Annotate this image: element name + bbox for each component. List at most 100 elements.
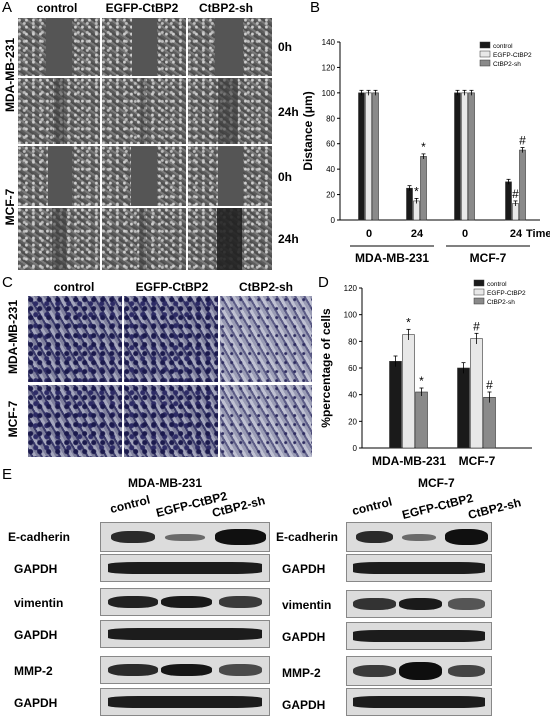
invasion-image [124,385,218,457]
e-group-title: MCF-7 [418,476,455,490]
wound-image [102,146,186,206]
a-col-egfp: EGFP-CtBP2 [105,1,179,15]
y-axis-label: %percentage of cells [319,308,333,428]
a-col-control: control [36,1,78,15]
bar [454,92,461,221]
c-cellline-mcf7: MCF-7 [6,400,20,438]
blot-strip [100,688,270,716]
e-row-label: GAPDH [14,696,58,710]
invasion-image [124,296,218,382]
invasion-image [220,385,312,457]
blot-strip [100,620,270,648]
legend-swatch [473,297,485,305]
a-time-0h: 0h [278,170,293,184]
significance-marker: # [519,134,526,148]
x-tick-label: 0 [462,228,468,240]
wound-image [188,146,272,206]
legend-label: control [493,43,513,50]
bar [505,181,512,221]
e-row-label: MMP-2 [14,664,53,678]
wound-image [188,208,272,270]
wound-image [18,18,100,76]
panel-label-c: C [2,274,13,291]
significance-marker: # [473,319,480,333]
panel-label-e: E [2,466,13,483]
e-row-label: MMP-2 [282,666,321,680]
x-axis-unit-label: Time(h) [526,228,550,240]
panel-label-a: A [2,0,13,16]
e-col-egfp: EGFP-CtBP2 [400,490,475,522]
y-tick-label: 100 [344,311,358,320]
y-tick-label: 20 [326,191,335,200]
bar [457,367,470,449]
e-row-label: vimentin [14,596,64,610]
legend-swatch [473,279,485,287]
y-tick-label: 80 [326,114,335,123]
e-row-label: GAPDH [282,698,326,712]
bar [372,92,379,221]
bar [406,187,413,221]
y-tick-label: 60 [348,364,357,373]
chart-d: 0 20 40 60 80 100 120 %percentage of cells * * # # c… [319,279,532,468]
y-tick-label: 0 [331,216,336,225]
legend-label: CtBP2-sh [487,299,515,306]
c-col-sh: CtBP2-sh [238,280,293,294]
wound-image [188,18,272,76]
x-category-label: MCF-7 [459,454,496,468]
legend-swatch [479,50,491,58]
y-tick-label: 40 [326,165,335,174]
a-col-sh: CtBP2-sh [198,1,253,15]
blot-strip [346,656,492,686]
a-time-24h: 24h [278,105,299,119]
panel-label-b: B [310,0,321,16]
wound-image [18,208,100,270]
bar [358,92,365,221]
y-tick-label: 60 [326,140,335,149]
wound-image [188,78,272,144]
y-tick-label: 100 [322,89,336,98]
blot-strip [346,688,492,716]
blot-strip [346,522,492,552]
a-cellline-mcf7: MCF-7 [3,188,17,226]
blot-strip [100,522,270,552]
bar [420,156,427,221]
significance-marker: * [414,184,419,198]
e-row-label: GAPDH [14,562,58,576]
y-tick-label: 140 [322,38,336,47]
e-col-sh: CtBP2-sh [466,495,523,522]
invasion-image [220,296,312,382]
y-tick-label: 0 [353,444,358,453]
invasion-image [28,296,122,382]
a-time-0h: 0h [278,40,293,54]
x-tick-label: 24 [510,228,523,240]
e-col-control: control [108,492,152,516]
x-group-label: MDA-MB-231 [355,251,429,265]
significance-marker: * [421,140,426,154]
legend-swatch [479,59,491,67]
legend-swatch [479,41,491,49]
bar [483,397,496,449]
blot-strip [346,590,492,618]
significance-marker: # [486,378,493,392]
y-tick-label: 80 [348,337,357,346]
y-axis-label: Distance (μm) [301,91,315,170]
e-row-label: GAPDH [282,630,326,644]
legend-label: CtBP2-sh [493,61,521,68]
e-col-control: control [350,494,394,518]
blot-strip [346,554,492,582]
bar [415,391,428,449]
y-tick-label: 120 [344,284,358,293]
bar [468,92,475,221]
bar [413,200,420,221]
bar [470,338,483,449]
legend-label: control [487,281,507,288]
invasion-image [28,385,122,457]
y-tick-label: 20 [348,417,357,426]
significance-marker: # [512,187,519,201]
chart-b: 0 20 40 60 80 100 120 140 Distance (μm) * * # # contr… [301,38,550,265]
x-tick-label: 24 [411,228,424,240]
e-row-label: GAPDH [282,562,326,576]
wound-image [18,146,100,206]
x-category-label: MDA-MB-231 [372,454,446,468]
bar [389,361,402,449]
